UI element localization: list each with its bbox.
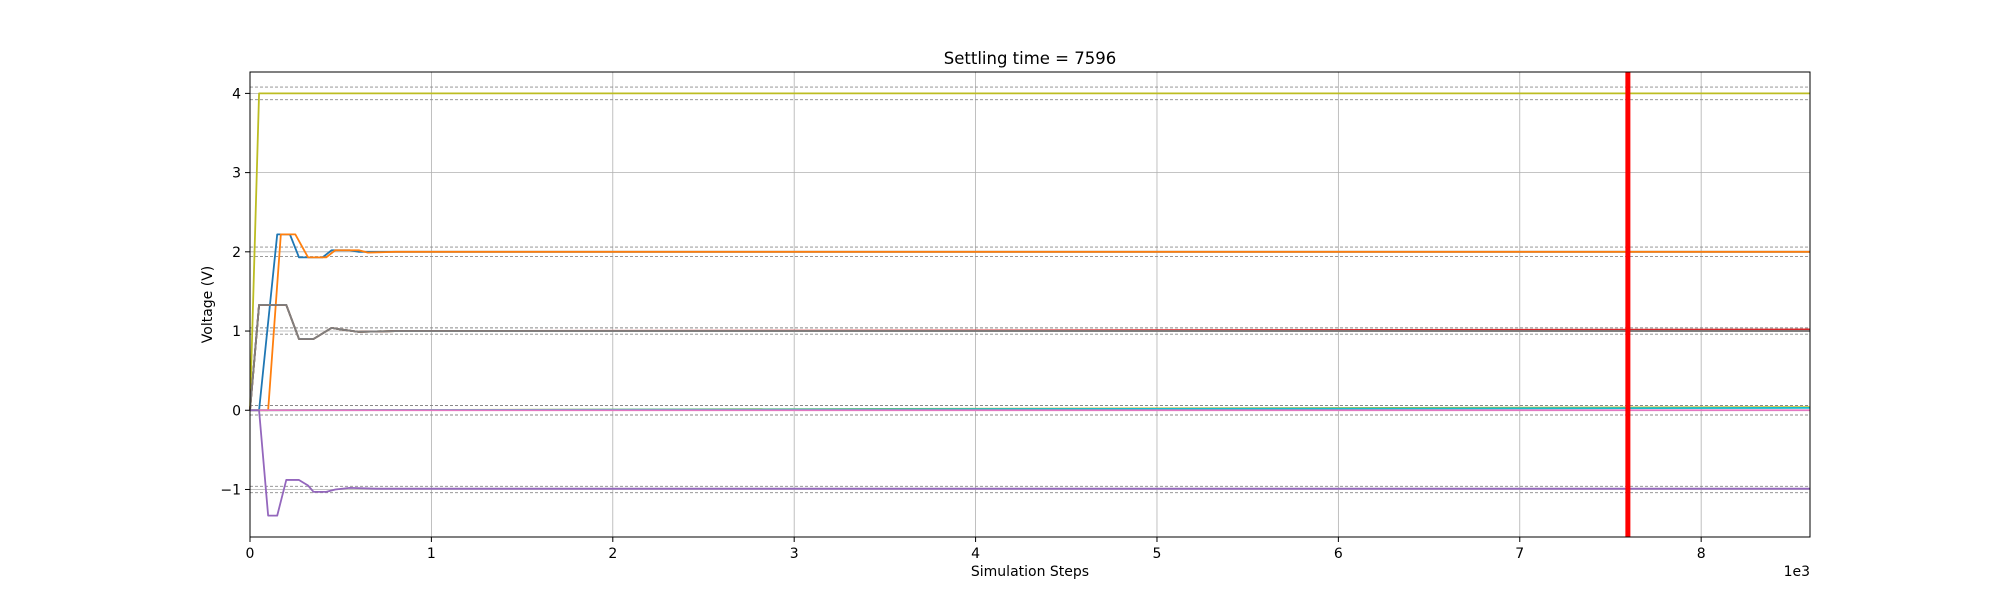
- chart-title: Settling time = 7596: [944, 49, 1117, 68]
- axes-frame: [249, 71, 1811, 538]
- series-line-orange: [250, 233, 1810, 412]
- y-tick-label: −1: [220, 482, 241, 498]
- y-axis-label: Voltage (V): [200, 266, 216, 343]
- x-tick-label: 1: [427, 546, 436, 562]
- tolerance-lines: [250, 86, 1810, 494]
- y-tick-label: 3: [232, 166, 241, 182]
- x-tick-label: 8: [1697, 546, 1706, 562]
- x-tick-label: 3: [790, 546, 799, 562]
- y-tick-label: 4: [232, 86, 241, 102]
- x-tick-label: 0: [246, 546, 255, 562]
- x-tick-label: 5: [1153, 546, 1162, 562]
- series-line-gray: [249, 303, 1810, 411]
- series-lines: [249, 92, 1811, 517]
- x-tick-label: 4: [971, 546, 980, 562]
- y-tick-label: 2: [232, 245, 241, 261]
- x-axis-offset-label: 1e3: [1784, 564, 1810, 580]
- x-axis-label: Simulation Steps: [971, 564, 1089, 580]
- series-line-purple: [250, 409, 1810, 517]
- y-tick-label: 1: [232, 324, 241, 340]
- series-line-yellow: [249, 92, 1810, 411]
- ticks: 0 1 2 3 4 5 6 7 8 −1 0 1 2 3 4: [220, 86, 1705, 562]
- x-tick-label: 2: [608, 546, 617, 562]
- x-tick-label: 7: [1515, 546, 1524, 562]
- x-tick-label: 6: [1334, 546, 1343, 562]
- y-tick-label: 0: [232, 403, 241, 419]
